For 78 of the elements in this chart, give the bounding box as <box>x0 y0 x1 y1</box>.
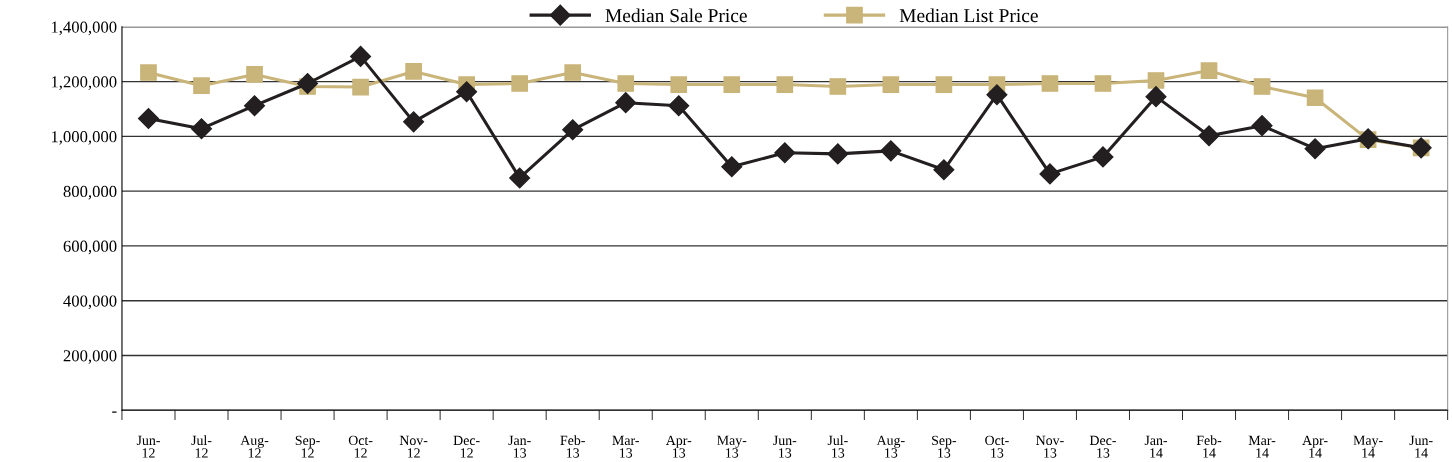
x-tick-label: Jan- 14 <box>1144 435 1168 458</box>
x-tick-label: Sep- 13 <box>932 435 957 458</box>
point <box>882 76 900 93</box>
y-tick-label: 1,400,000 <box>51 21 117 36</box>
point <box>615 92 637 114</box>
point <box>776 76 794 93</box>
point <box>668 95 690 117</box>
point <box>190 118 213 140</box>
point <box>617 75 635 92</box>
x-tick-label: Jul- 13 <box>827 435 848 458</box>
point <box>986 84 1008 106</box>
point <box>1198 125 1220 147</box>
x-tick-label: May- 13 <box>717 435 747 458</box>
x-tick-label: Jun- 12 <box>136 435 160 458</box>
y-tick-label: 600,000 <box>63 240 117 255</box>
point <box>193 77 210 95</box>
y-tick-label: 800,000 <box>63 185 117 200</box>
y-tick-label: 1,200,000 <box>51 76 117 90</box>
x-tick-label: Oct- 12 <box>348 435 373 458</box>
x-tick-label: Aug- 13 <box>876 435 905 458</box>
x-tick-label: Jun- 13 <box>773 435 797 458</box>
x-tick-label: Feb- 13 <box>560 435 585 458</box>
point <box>880 140 902 162</box>
point <box>246 66 263 83</box>
point <box>1200 62 1218 79</box>
x-tick-label: Aug- 12 <box>240 435 269 458</box>
point <box>511 75 529 92</box>
point <box>456 81 478 103</box>
x-tick-label: Dec- 12 <box>453 435 480 458</box>
point <box>1145 86 1167 108</box>
y-tick-label: 200,000 <box>63 350 117 364</box>
point <box>297 72 319 95</box>
point <box>935 76 953 93</box>
x-tick-label: Feb- 14 <box>1196 435 1222 458</box>
x-tick-label: May- 14 <box>1353 435 1383 458</box>
point <box>140 64 157 81</box>
point <box>1039 163 1061 185</box>
point <box>827 143 849 165</box>
legend-label: Median List Price <box>899 8 1038 23</box>
point <box>1147 72 1165 89</box>
x-tick-label: Jul- 12 <box>191 435 212 458</box>
point <box>137 108 159 130</box>
legend-label: Median Sale Price <box>605 8 747 23</box>
x-tick-label: Jan- 13 <box>508 435 531 458</box>
x-tick-label: Apr- 13 <box>665 435 692 458</box>
point <box>509 167 531 189</box>
x-tick-label: Nov- 12 <box>399 435 428 458</box>
x-tick-label: Apr- 14 <box>1302 435 1328 458</box>
point <box>1092 146 1114 168</box>
point <box>1251 115 1273 137</box>
y-tick-label: - <box>112 411 117 413</box>
y-tick-label: 400,000 <box>63 295 117 310</box>
x-tick-label: Mar- 13 <box>612 435 639 458</box>
point <box>403 111 425 133</box>
point <box>829 78 847 95</box>
x-tick-label: Nov- 13 <box>1036 435 1064 458</box>
x-tick-label: Sep- 12 <box>295 435 320 458</box>
point <box>723 76 741 93</box>
point <box>1041 75 1059 92</box>
x-tick-label: Jun- 14 <box>1409 435 1433 458</box>
x-tick-label: Oct- 13 <box>985 435 1009 458</box>
point <box>405 63 422 80</box>
point <box>350 45 372 67</box>
point <box>774 142 796 164</box>
point <box>1304 138 1326 160</box>
point <box>1306 89 1324 107</box>
x-tick-label: Dec- 13 <box>1089 435 1116 458</box>
point <box>1253 78 1271 95</box>
point <box>562 119 584 141</box>
point <box>564 64 582 81</box>
point <box>933 159 955 181</box>
point <box>352 78 369 96</box>
point <box>244 95 266 117</box>
x-tick-label: Mar- 14 <box>1248 435 1276 458</box>
point <box>721 156 743 178</box>
point <box>1094 75 1112 92</box>
y-tick-label: 1,000,000 <box>51 131 117 145</box>
point <box>670 76 688 93</box>
